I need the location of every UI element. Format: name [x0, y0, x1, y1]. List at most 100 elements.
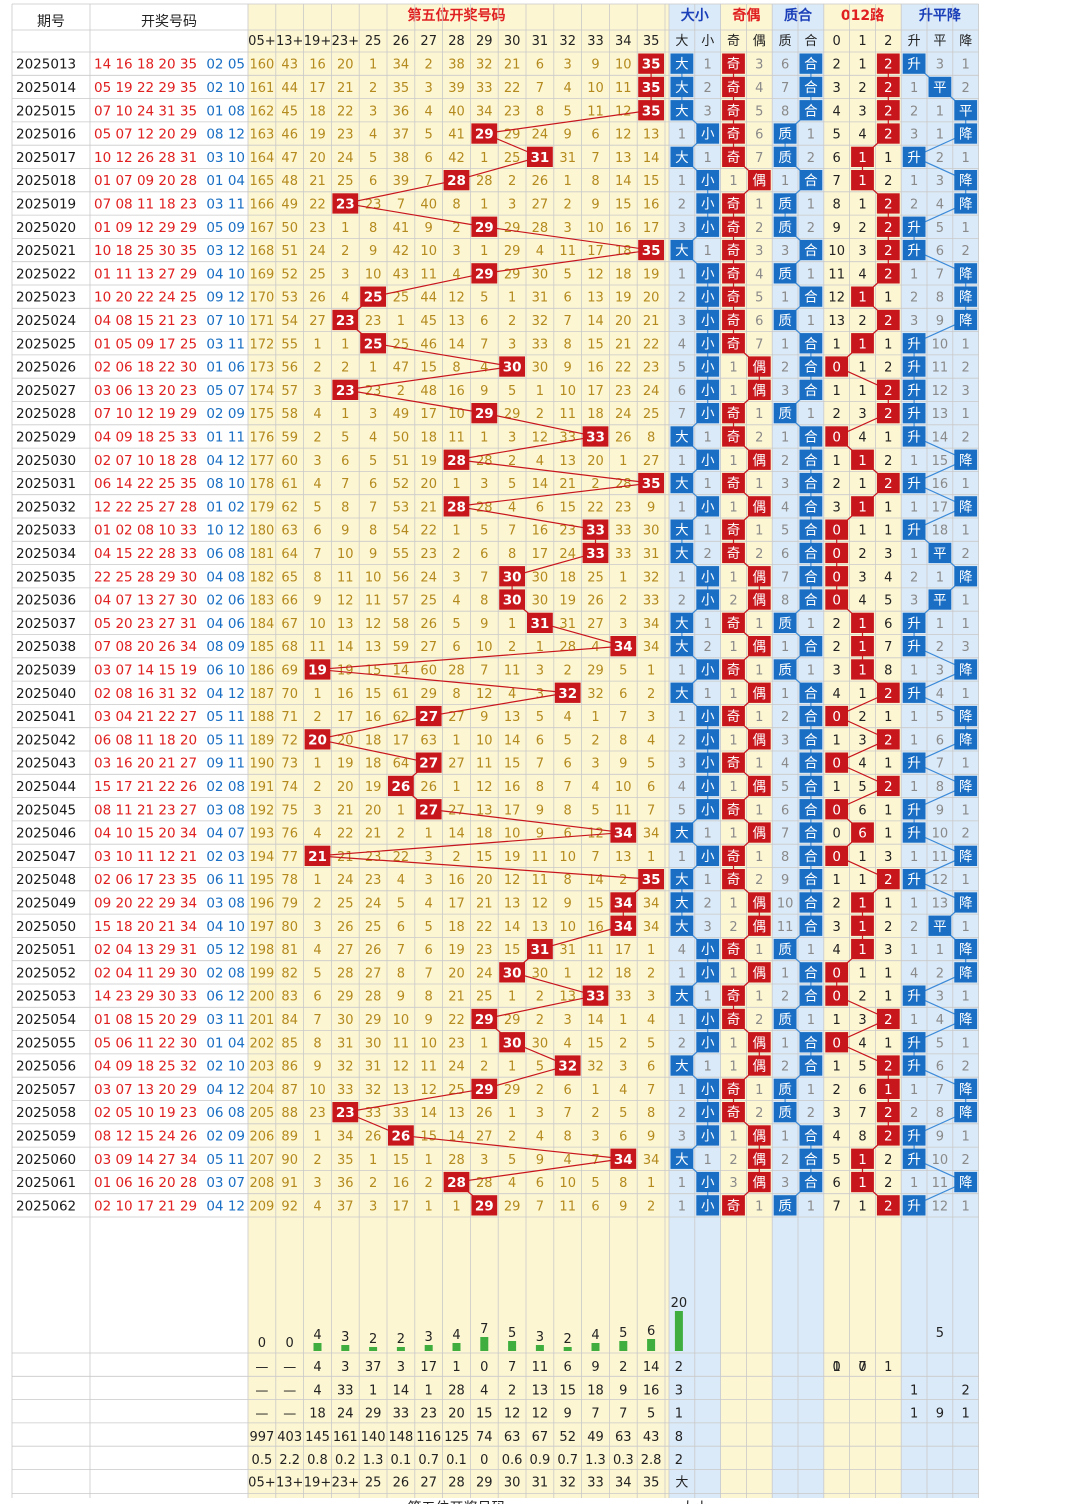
- stat-value: 145: [305, 1430, 330, 1445]
- miss-value: 4: [508, 687, 516, 702]
- prime-mark: 合: [804, 1152, 818, 1168]
- miss-value: 2: [452, 547, 460, 562]
- blue-balls: 02 08: [206, 965, 245, 981]
- prime-marker: [799, 333, 823, 354]
- trend-miss: 1: [910, 896, 918, 911]
- route-miss: 8: [884, 663, 892, 678]
- trend-miss: 2: [910, 920, 918, 935]
- size-mark: 大: [675, 1059, 689, 1075]
- route-miss: 6: [884, 617, 892, 632]
- hit-marker: [499, 589, 525, 610]
- route-miss: 3: [858, 244, 866, 259]
- prime-mark: 合: [804, 103, 818, 119]
- miss-value: 9: [647, 500, 655, 515]
- blue-balls: 05 12: [206, 942, 245, 958]
- miss-value: 87: [281, 1083, 298, 1098]
- red-balls: 14 16 18 20 35: [94, 57, 197, 73]
- miss-value: 14: [532, 477, 549, 492]
- miss-value: 8: [564, 803, 572, 818]
- stat-value: 6: [564, 1360, 572, 1375]
- miss-value: 48: [420, 384, 437, 399]
- parity-marker: [747, 915, 771, 936]
- prime-mark: 质: [778, 406, 792, 422]
- size-marker: [670, 612, 694, 633]
- route-miss: 1: [884, 1036, 892, 1051]
- miss-value: 10: [476, 733, 493, 748]
- miss-value: 9: [536, 803, 544, 818]
- size-marker: [696, 263, 720, 284]
- route-miss: 12: [828, 291, 845, 306]
- miss-value: 3: [536, 1106, 544, 1121]
- parity-mark: 偶: [753, 779, 767, 795]
- miss-value: 161: [249, 81, 274, 96]
- miss-value: 183: [249, 594, 274, 609]
- period-cell: 2025034: [16, 546, 76, 562]
- miss-value: 11: [587, 943, 604, 958]
- miss-value: 10: [365, 570, 382, 585]
- miss-value: 10: [420, 244, 437, 259]
- red-balls: 01 07 09 20 28: [94, 173, 197, 189]
- red-balls: 01 06 16 20 28: [94, 1175, 197, 1191]
- miss-value: 23: [365, 873, 382, 888]
- blue-balls: 02 06: [206, 593, 245, 609]
- trend-mark: 升: [907, 383, 921, 399]
- route-marker: [851, 612, 874, 633]
- miss-value: 21: [559, 477, 576, 492]
- trend-marker: [954, 263, 978, 284]
- prime-miss: 1: [807, 1013, 815, 1028]
- bottom-col-header: 31: [532, 1476, 549, 1491]
- miss-value: 31: [337, 1036, 354, 1051]
- miss-value: 33: [532, 337, 549, 352]
- miss-value: 11: [337, 570, 354, 585]
- route-miss: 5: [858, 780, 866, 795]
- prime-marker: [799, 1125, 823, 1146]
- miss-value: 2: [619, 594, 627, 609]
- miss-value: 3: [536, 687, 544, 702]
- miss-value: 5: [591, 803, 599, 818]
- stat-value: 1.3: [363, 1453, 384, 1468]
- miss-value: 22: [420, 524, 437, 539]
- trend-miss: 3: [936, 663, 944, 678]
- blue-balls: 05 07: [206, 383, 245, 399]
- miss-value: 3: [480, 477, 488, 492]
- trend-marker: [902, 869, 926, 890]
- route-miss: 1: [884, 827, 892, 842]
- trend-miss: 3: [936, 58, 944, 73]
- miss-value: 9: [564, 361, 572, 376]
- miss-value: 24: [643, 384, 660, 399]
- trend-miss: 1: [936, 617, 944, 632]
- miss-value: 23: [337, 128, 354, 143]
- trend-miss: 2: [936, 151, 944, 166]
- parity-mark: 奇: [727, 708, 741, 725]
- miss-value: 13: [393, 1083, 410, 1098]
- miss-value: 14: [448, 337, 465, 352]
- miss-value: 73: [281, 757, 298, 772]
- prime-marker: [799, 589, 823, 610]
- stat-value: 63: [504, 1430, 521, 1445]
- miss-value: 3: [536, 663, 544, 678]
- prime-mark: 合: [804, 173, 818, 189]
- miss-value: 58: [393, 617, 410, 632]
- stat-value: 125: [444, 1430, 469, 1445]
- route-marker: [876, 239, 900, 261]
- footer-size-label: 大小: [681, 1501, 709, 1505]
- red-balls: 03 10 11 12 21: [94, 849, 197, 865]
- miss-value: 27: [448, 757, 465, 772]
- route-mark: 0: [832, 989, 841, 1005]
- miss-value: 25: [365, 920, 382, 935]
- miss-value: 5: [591, 1176, 599, 1191]
- miss-value: 6: [619, 1129, 627, 1144]
- size-miss: 7: [678, 407, 686, 422]
- trend-mark: 降: [959, 290, 973, 306]
- route-miss: 9: [833, 221, 841, 236]
- miss-value: 42: [393, 244, 410, 259]
- miss-value: 29: [365, 1013, 382, 1028]
- miss-value: 12: [532, 430, 549, 445]
- miss-value: 2: [313, 780, 321, 795]
- bottom-col-header: 25: [365, 1476, 382, 1491]
- miss-value: 7: [313, 547, 321, 562]
- miss-value: 13: [504, 896, 521, 911]
- parity-mark: 奇: [727, 871, 741, 888]
- hit-marker: [443, 170, 470, 191]
- miss-value: 1: [564, 174, 572, 189]
